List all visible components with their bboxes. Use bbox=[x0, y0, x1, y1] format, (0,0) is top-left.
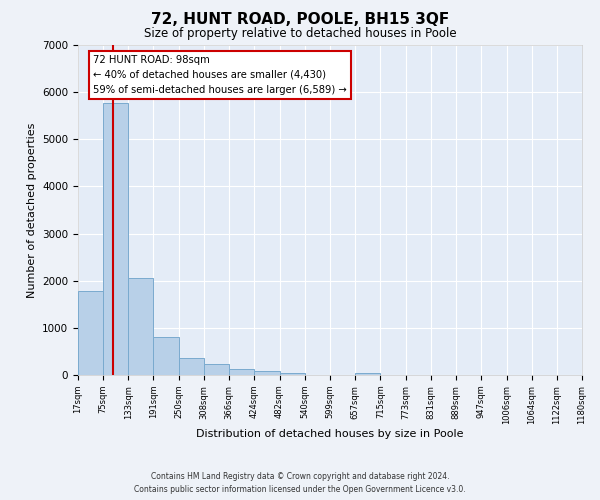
Bar bbox=[78, 291, 103, 375]
Bar bbox=[154, 337, 179, 375]
Bar bbox=[229, 370, 254, 375]
Text: Contains HM Land Registry data © Crown copyright and database right 2024.
Contai: Contains HM Land Registry data © Crown c… bbox=[134, 472, 466, 494]
Bar bbox=[280, 372, 305, 375]
Bar bbox=[103, 102, 128, 375]
Bar bbox=[204, 364, 229, 375]
Bar bbox=[128, 278, 154, 375]
Bar bbox=[355, 372, 380, 375]
Text: 72, HUNT ROAD, POOLE, BH15 3QF: 72, HUNT ROAD, POOLE, BH15 3QF bbox=[151, 12, 449, 28]
Y-axis label: Number of detached properties: Number of detached properties bbox=[26, 122, 37, 298]
X-axis label: Distribution of detached houses by size in Poole: Distribution of detached houses by size … bbox=[196, 430, 464, 440]
Bar bbox=[179, 358, 204, 375]
Text: Size of property relative to detached houses in Poole: Size of property relative to detached ho… bbox=[143, 28, 457, 40]
Bar bbox=[254, 371, 280, 375]
Text: 72 HUNT ROAD: 98sqm
← 40% of detached houses are smaller (4,430)
59% of semi-det: 72 HUNT ROAD: 98sqm ← 40% of detached ho… bbox=[93, 55, 347, 94]
